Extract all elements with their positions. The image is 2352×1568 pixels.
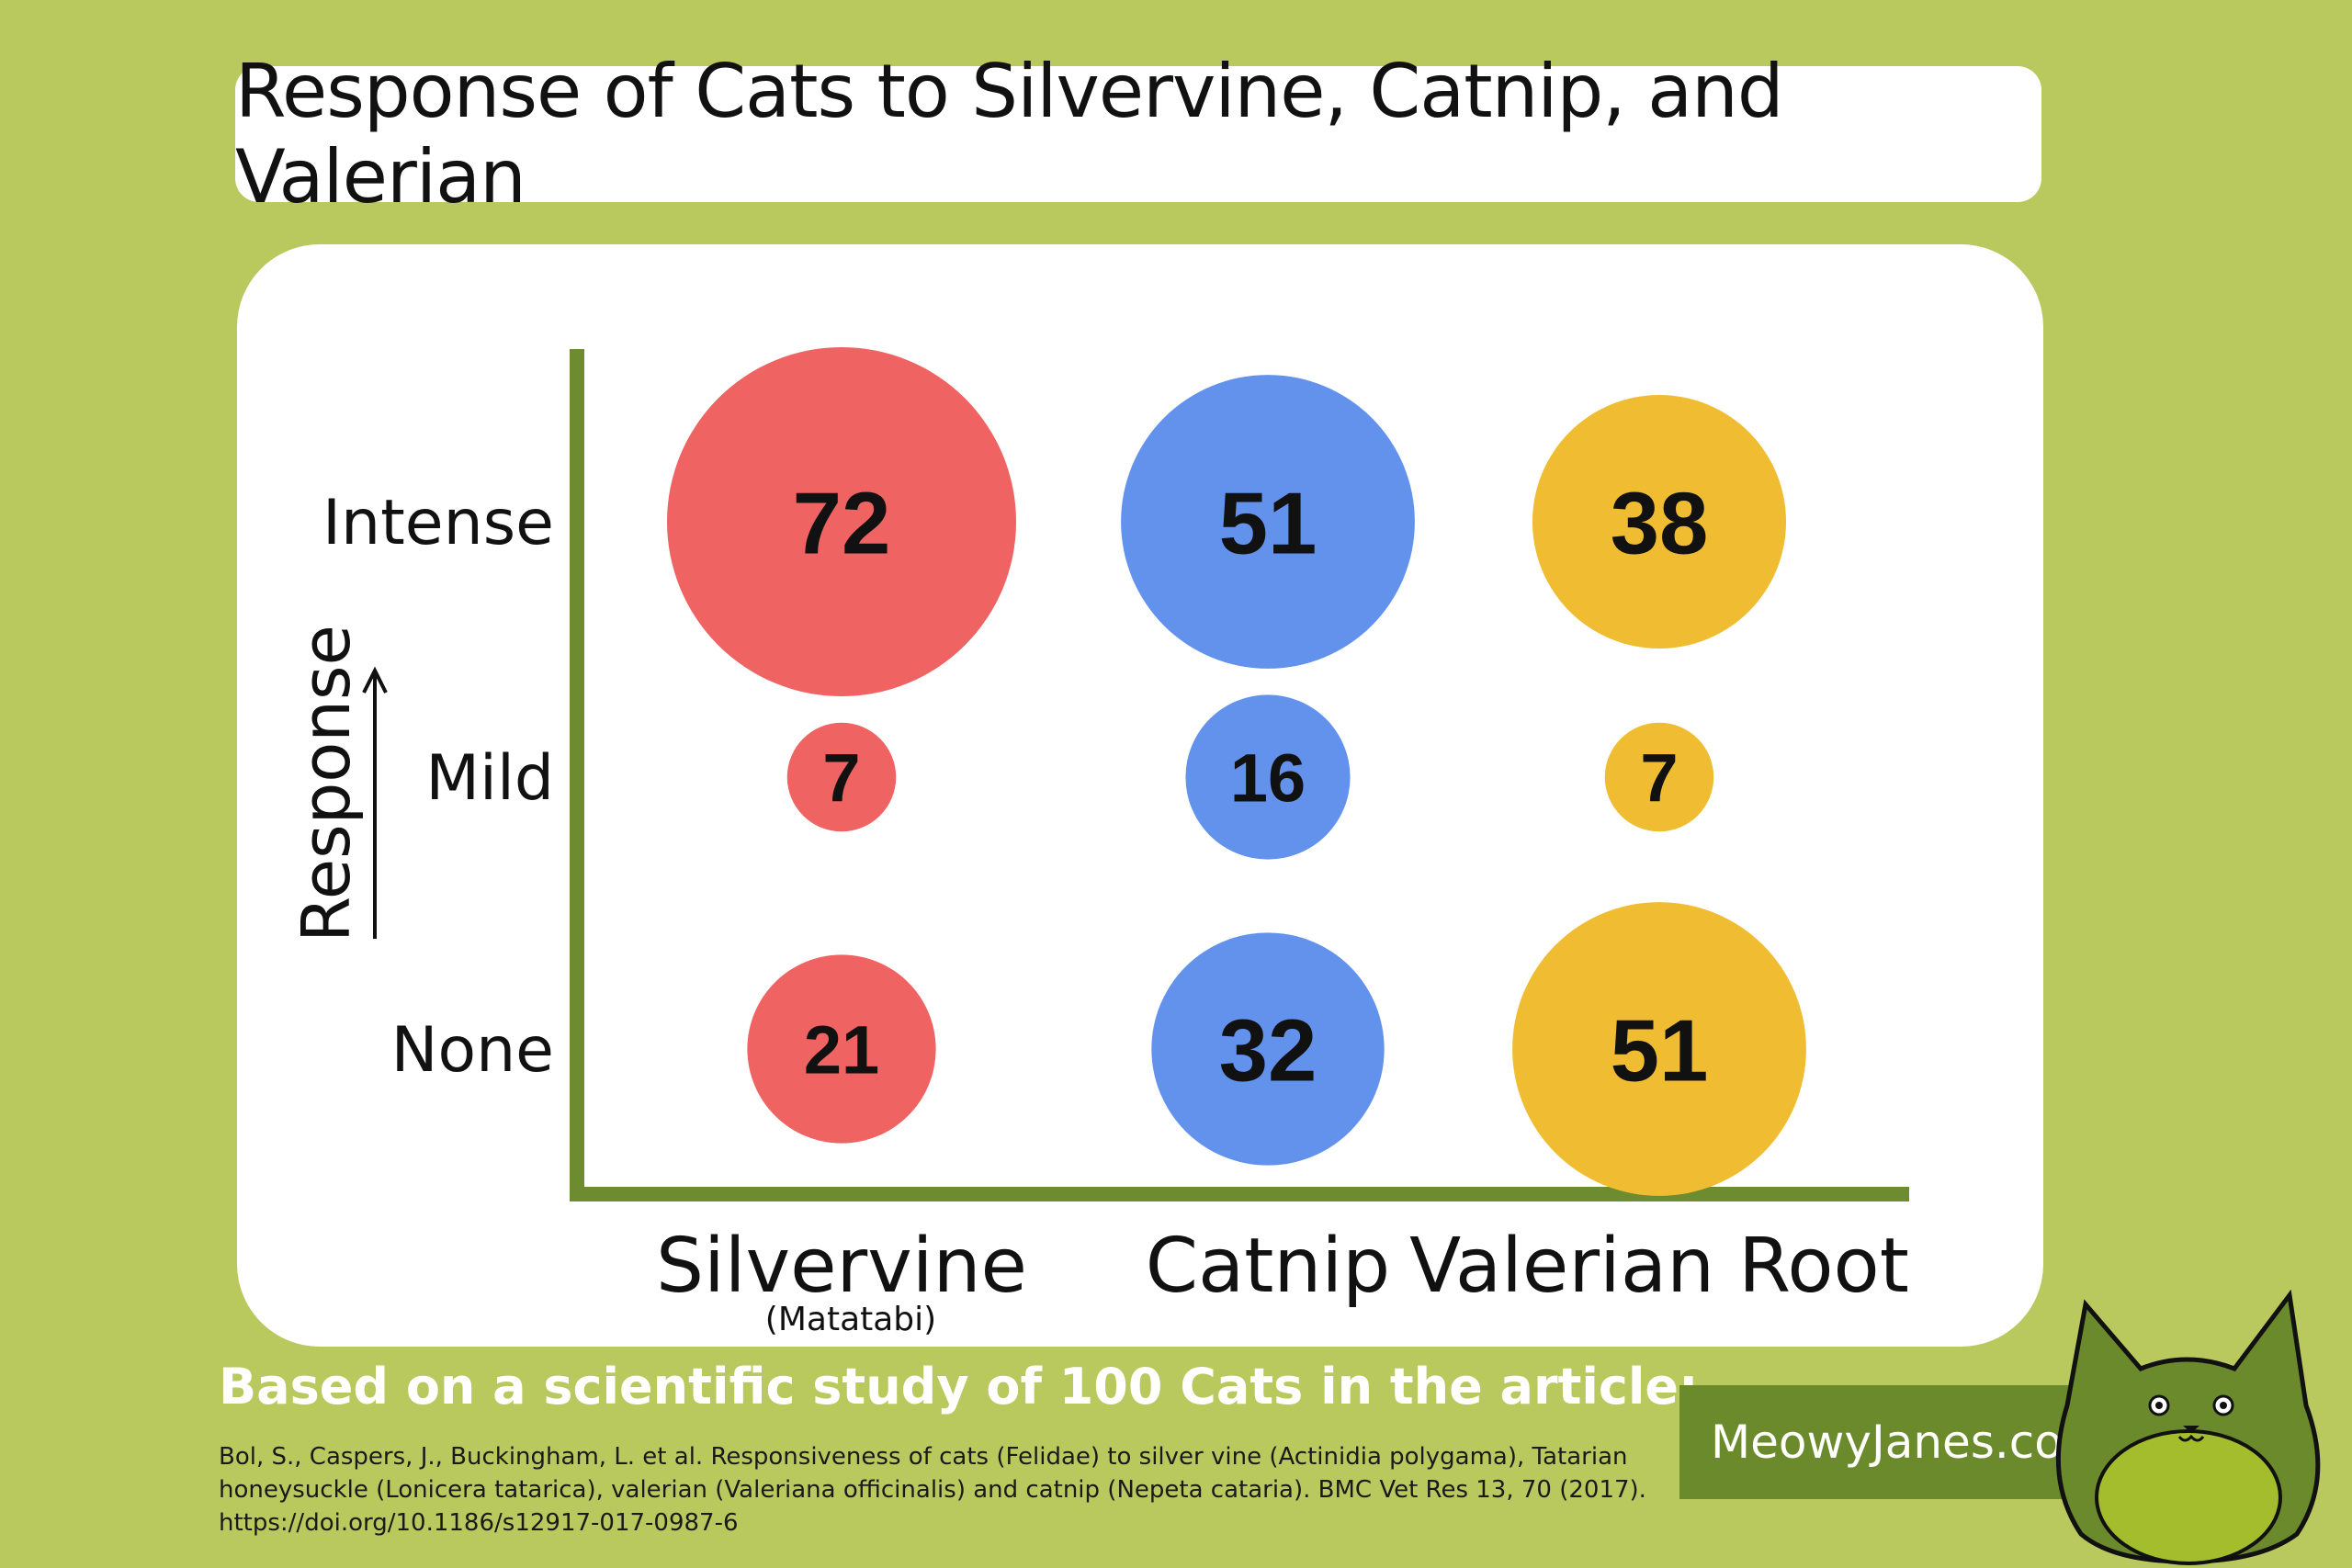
bubble-value-label: 32 [1219,1002,1317,1100]
row-label-mild: Mild [425,742,554,815]
bubble-catnip-none [1151,932,1385,1166]
bubble-value-label: 51 [1219,475,1317,573]
study-heading: Based on a scientific study of 100 Cats … [219,1358,1699,1416]
title-box: Response of Cats to Silvervine, Catnip, … [235,49,2041,220]
bubble-valerian-root-none [1512,902,1806,1196]
bubble-silvervine-intense [667,347,1016,696]
bubble-value-label: 72 [793,475,891,573]
bubble-silvervine-none [747,954,936,1144]
column-sublabel: (Matatabi) [765,1301,936,1338]
column-label-catnip: Catnip [1146,1223,1390,1310]
bubble-value-label: 16 [1230,740,1306,817]
green-cat-icon [2055,1289,2321,1565]
bubble-catnip-mild [1185,694,1351,860]
bubble-value-label: 7 [822,740,860,817]
chart-card: Response Intense Mild None 72 7 21 51 16 32 38 7 5… [237,244,2043,1347]
column-label-silvervine: Silvervine [656,1223,1027,1310]
bubble-value-label: 51 [1611,1002,1709,1100]
bubble-silvervine-mild [786,722,897,832]
bubble-value-label: 7 [1640,740,1678,817]
bubble-chart: Response Intense Mild None 72 7 21 51 16 32 38 7 5… [288,347,1909,1338]
bubble-value-label: 21 [804,1012,879,1089]
y-axis-arrow-head [362,666,388,694]
row-label-intense: Intense [322,487,554,559]
site-link[interactable]: MeowyJanes.com [1711,1416,2108,1469]
chart-title: Response of Cats to Silvervine, Catnip, … [235,49,1784,220]
citation-text: Bol, S., Caspers, J., Buckingham, L. et … [219,1443,1646,1537]
bubble-catnip-intense [1121,375,1415,669]
bubble-valerian-root-mild [1604,722,1714,832]
y-axis-title: Response [288,625,365,942]
site-banner[interactable]: MeowyJanes.com [1679,1385,2108,1499]
bubble-valerian-root-intense [1532,394,1787,649]
row-label-none: None [391,1014,554,1087]
bubble-value-label: 38 [1611,475,1709,573]
column-label-valerian-root: Valerian Root [1409,1223,1909,1310]
